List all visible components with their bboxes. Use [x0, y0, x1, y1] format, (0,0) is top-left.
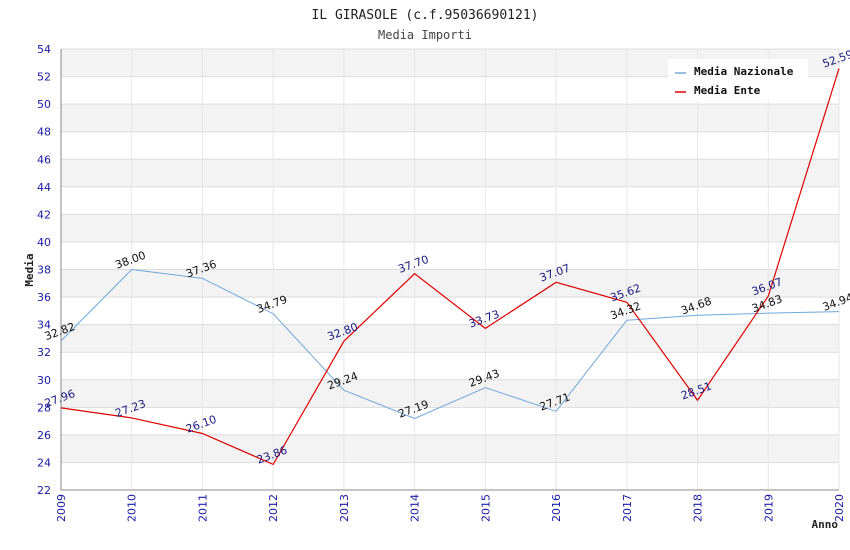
y-tick-label: 52 [37, 71, 51, 84]
series-line-media-nazionale [60, 268, 840, 420]
grid-band [61, 159, 839, 187]
grid-band [61, 462, 839, 490]
y-ticks: 22 24 26 28 30 32 34 36 38 40 42 44 46 48 50 52 54 [37, 43, 51, 497]
axes [60, 49, 839, 491]
y-tick-label: 22 [37, 484, 51, 497]
y-tick-label: 38 [37, 264, 51, 277]
y-tick-label: 28 [37, 401, 51, 414]
x-axis-label: Anno [812, 518, 839, 531]
grid-band [61, 434, 839, 463]
x-tick-label: 2011 [196, 494, 209, 522]
series-line-media-ente [60, 68, 840, 466]
grid-band [61, 131, 839, 160]
grid-band [61, 214, 839, 242]
grid-band [61, 352, 839, 380]
y-tick-label: 40 [37, 236, 51, 249]
y-tick-label: 36 [37, 291, 51, 304]
grid-band [61, 186, 839, 215]
y-tick-label: 34 [37, 319, 51, 332]
x-tick-label: 2015 [479, 494, 492, 522]
grid-band [61, 407, 839, 435]
legend-label-media-nazionale: Media Nazionale [694, 65, 794, 78]
x-ticks: 2009 2010 2011 2012 2013 2014 2015 2016 2017 2018… [55, 494, 846, 522]
x-tick-label: 2018 [692, 494, 705, 522]
y-tick-label: 54 [37, 43, 51, 56]
x-tick-label: 2017 [621, 494, 634, 522]
legend: Media Nazionale Media Ente [668, 59, 808, 101]
grid-bands [61, 49, 839, 490]
y-tick-label: 30 [37, 374, 51, 387]
grid-band [61, 324, 839, 353]
series-lines [60, 68, 840, 466]
y-tick-label: 50 [37, 98, 51, 111]
grid-lines [60, 48, 840, 491]
grid-band [61, 104, 839, 132]
y-tick-label: 32 [37, 346, 51, 359]
y-tick-label: 48 [37, 126, 51, 139]
y-axis-label: Media [23, 253, 36, 286]
legend-label-media-ente: Media Ente [694, 84, 761, 97]
chart-subtitle: Media Importi [378, 28, 472, 42]
x-tick-label: 2014 [409, 494, 422, 522]
y-tick-label: 46 [37, 153, 51, 166]
y-tick-label: 42 [37, 208, 51, 221]
y-tick-label: 44 [37, 181, 51, 194]
x-tick-label: 2013 [338, 494, 351, 522]
x-tick-label: 2012 [267, 494, 280, 522]
x-tick-label: 2016 [550, 494, 563, 522]
grid-band [61, 269, 839, 298]
x-tick-label: 2020 [833, 494, 846, 522]
x-tick-label: 2010 [126, 494, 139, 522]
y-tick-label: 26 [37, 429, 51, 442]
chart-title: IL GIRASOLE (c.f.95036690121) [312, 8, 539, 23]
x-tick-label: 2019 [762, 494, 775, 522]
legend-box [668, 59, 808, 101]
grid-band [61, 241, 839, 270]
y-tick-label: 24 [37, 456, 51, 469]
x-tick-label: 2009 [55, 494, 68, 522]
